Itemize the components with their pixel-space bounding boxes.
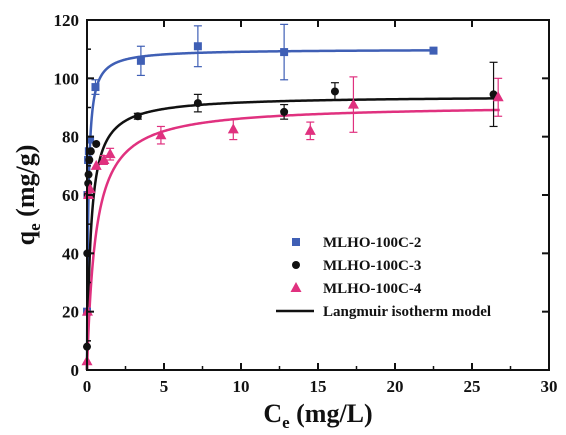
data-point-MLHO-100C-3 [330, 87, 339, 96]
legend-label: MLHO-100C-2 [323, 235, 421, 251]
y-axis-title-sub: e [25, 223, 44, 231]
legend-swatch-MLHO-100C-2 [292, 238, 300, 246]
data-point-MLHO-100C-4 [98, 154, 110, 164]
x-axis-title: Ce (mg/L) [263, 399, 372, 432]
data-point-MLHO-100C-4 [104, 148, 116, 159]
data-point-MLHO-100C-3 [280, 107, 289, 116]
y-tick-label: 80 [62, 128, 79, 147]
axis-ticks: 0 5 10 15 20 25 30 0 20 40 60 80 100 120 [54, 11, 558, 396]
legend-label: Langmuir isotherm model [323, 304, 491, 320]
x-axis-title-sub: e [282, 413, 290, 432]
data-point-MLHO-100C-4 [155, 129, 167, 140]
data-point-MLHO-100C-4 [347, 98, 359, 109]
error-bars [91, 23, 503, 165]
y-axis-title-main: q [11, 230, 40, 245]
data-point-MLHO-100C-2 [136, 56, 145, 65]
x-tick-label: 25 [464, 377, 481, 396]
x-tick-label: 15 [310, 377, 327, 396]
data-point-MLHO-100C-3 [92, 139, 101, 148]
x-tick-label: 30 [541, 377, 558, 396]
data-point-MLHO-100C-2 [86, 135, 95, 144]
data-point-MLHO-100C-3 [133, 112, 142, 121]
x-axis-title-unit: (mg/L) [290, 399, 373, 428]
x-tick-label: 20 [387, 377, 404, 396]
data-point-MLHO-100C-4 [304, 124, 316, 135]
x-tick-label: 0 [83, 377, 92, 396]
fit-curve-MLHO-100C-3 [85, 97, 496, 370]
legend-label: MLHO-100C-4 [323, 281, 422, 297]
y-tick-label: 20 [62, 303, 79, 322]
legend-label: MLHO-100C-3 [323, 258, 421, 274]
data-point-MLHO-100C-4 [492, 91, 504, 102]
fit-curves [85, 49, 500, 371]
data-point-MLHO-100C-3 [193, 99, 202, 108]
y-tick-label: 0 [71, 361, 80, 380]
y-tick-label: 120 [54, 11, 80, 30]
y-tick-label: 60 [62, 186, 79, 205]
y-tick-label: 40 [62, 244, 79, 263]
data-point-MLHO-100C-3 [84, 170, 93, 179]
legend: MLHO-100C-2 MLHO-100C-3 MLHO-100C-4 Langmui… [276, 235, 491, 320]
legend-swatch-MLHO-100C-3 [292, 261, 300, 269]
y-tick-label: 100 [54, 69, 80, 88]
x-tick-label: 5 [160, 377, 169, 396]
data-point-MLHO-100C-2 [429, 46, 438, 55]
data-point-MLHO-100C-2 [280, 48, 289, 57]
y-axis-title-unit: (mg/g) [11, 145, 40, 224]
x-tick-label: 10 [233, 377, 250, 396]
fit-curve-MLHO-100C-4 [85, 108, 500, 371]
data-point-MLHO-100C-4 [227, 123, 239, 134]
legend-swatch-MLHO-100C-4 [290, 282, 302, 292]
data-point-MLHO-100C-4 [90, 159, 102, 170]
data-point-MLHO-100C-2 [91, 83, 100, 92]
x-axis-title-main: C [263, 399, 282, 428]
data-point-MLHO-100C-3 [86, 147, 95, 156]
data-point-MLHO-100C-2 [193, 42, 202, 51]
y-axis-title: qe (mg/g) [11, 145, 44, 246]
